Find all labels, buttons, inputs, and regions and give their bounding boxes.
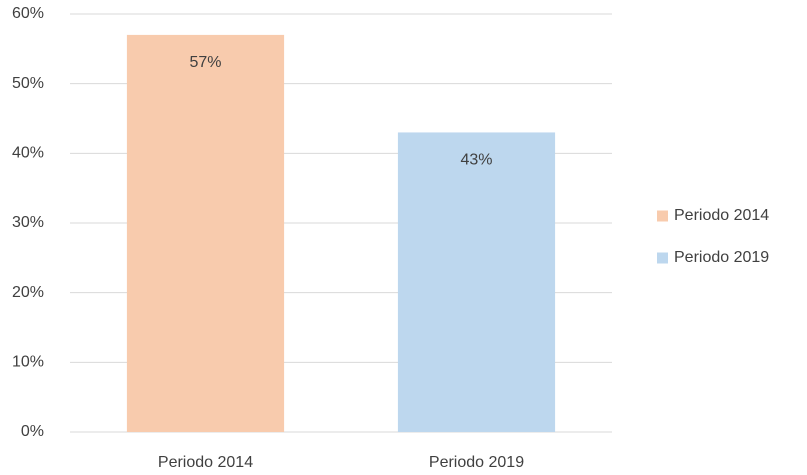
y-tick-label: 40% — [12, 145, 44, 162]
y-tick-label: 20% — [12, 284, 44, 301]
bar — [126, 34, 285, 433]
value-label: 57% — [189, 54, 221, 71]
legend-swatch — [657, 210, 668, 222]
y-tick-label: 30% — [12, 214, 44, 231]
legend-label: Periodo 2019 — [674, 249, 769, 266]
y-tick-label: 10% — [12, 354, 44, 371]
y-tick-label: 0% — [21, 423, 44, 440]
y-tick-label: 60% — [12, 5, 44, 22]
x-tick-label: Periodo 2019 — [429, 454, 524, 471]
bar — [397, 132, 556, 432]
value-label: 43% — [460, 152, 492, 169]
y-tick-label: 50% — [12, 75, 44, 92]
legend-label: Periodo 2014 — [674, 207, 769, 224]
x-tick-label: Periodo 2014 — [158, 454, 253, 471]
legend-swatch — [657, 252, 668, 264]
